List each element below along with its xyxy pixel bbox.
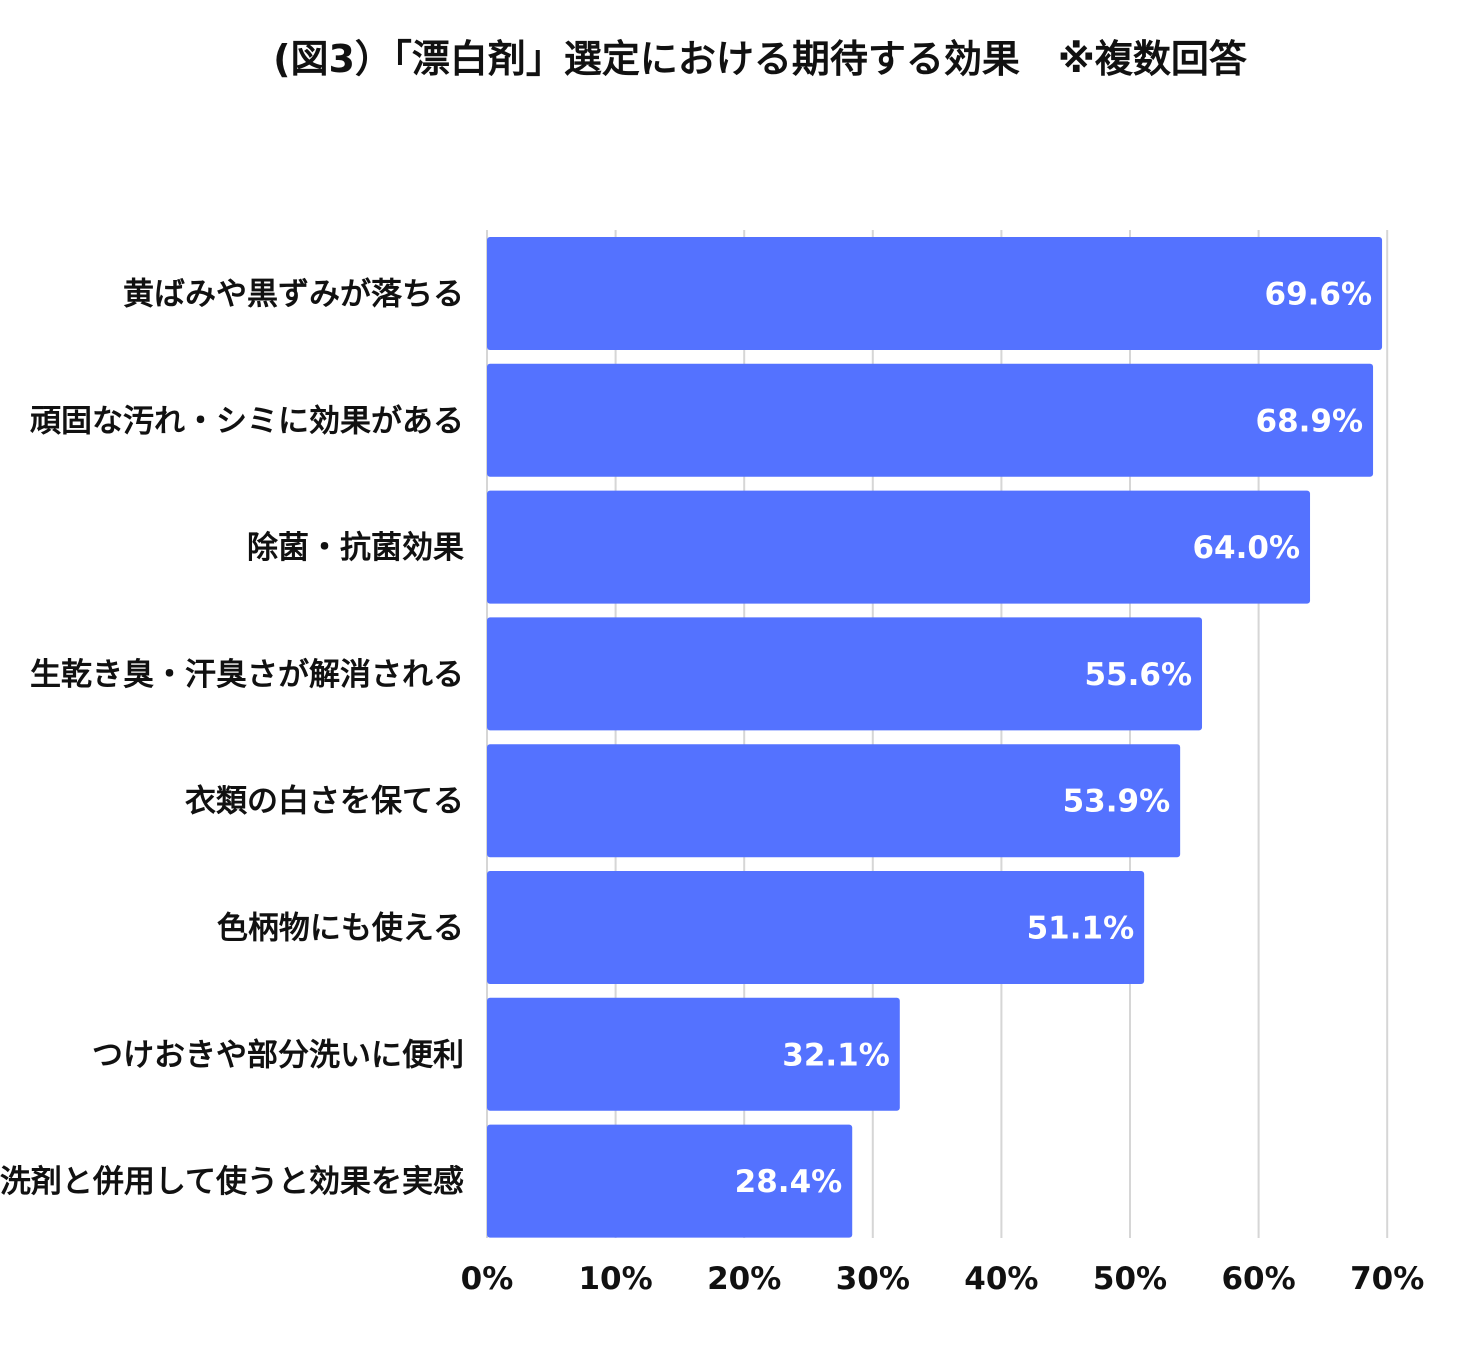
x-tick-label: 0%: [461, 1261, 514, 1297]
value-label: 51.1%: [1027, 911, 1135, 947]
x-tick-label: 50%: [1093, 1261, 1167, 1297]
x-tick-label: 40%: [964, 1261, 1038, 1297]
x-tick-label: 70%: [1350, 1261, 1424, 1297]
bar: [487, 871, 1145, 984]
value-label: 53.9%: [1063, 784, 1171, 820]
category-label: 生乾き臭・汗臭さが解消される: [30, 657, 464, 693]
x-tick-label: 10%: [578, 1261, 652, 1297]
value-labels: 69.6% 68.9% 64.0% 55.6% 53.9% 51.1% 32.1% 28.4%: [735, 277, 1372, 1201]
category-label: 衣類の白さを保てる: [185, 784, 464, 820]
value-label: 55.6%: [1084, 657, 1192, 693]
chart-title: (図3）「漂白剤」選定における期待する効果 ※複数回答: [273, 37, 1247, 81]
x-tick-label: 60%: [1221, 1261, 1295, 1297]
bar: [487, 237, 1383, 350]
x-tick-label: 30%: [836, 1261, 910, 1297]
bar: [487, 744, 1181, 858]
bar: [487, 997, 900, 1111]
bar: [487, 363, 1374, 477]
category-label: つけおきや部分洗いに便利: [92, 1037, 464, 1073]
value-label: 68.9%: [1256, 403, 1364, 439]
category-label: 黄ばみや黒ずみが落ちる: [123, 277, 464, 313]
bar: [487, 1124, 853, 1238]
bar: [487, 617, 1203, 731]
category-label: 色柄物にも使える: [217, 911, 464, 947]
category-label: 頑固な汚れ・シミに効果がある: [30, 403, 464, 439]
value-label: 28.4%: [735, 1164, 843, 1200]
value-label: 32.1%: [782, 1037, 890, 1073]
value-label: 69.6%: [1265, 277, 1373, 313]
value-label: 64.0%: [1192, 530, 1300, 566]
category-labels: 黄ばみや黒ずみが落ちる頑固な汚れ・シミに効果がある除菌・抗菌効果生乾き臭・汗臭さ…: [0, 277, 464, 1201]
x-tick-label: 20%: [707, 1261, 781, 1297]
bars: [487, 237, 1383, 1238]
x-axis-ticks: 0% 10% 20% 30% 40% 50% 60% 70%: [461, 1261, 1425, 1297]
category-label: 洗剤と併用して使うと効果を実感: [0, 1164, 464, 1200]
category-label: 除菌・抗菌効果: [247, 530, 464, 566]
bar: [487, 490, 1311, 604]
